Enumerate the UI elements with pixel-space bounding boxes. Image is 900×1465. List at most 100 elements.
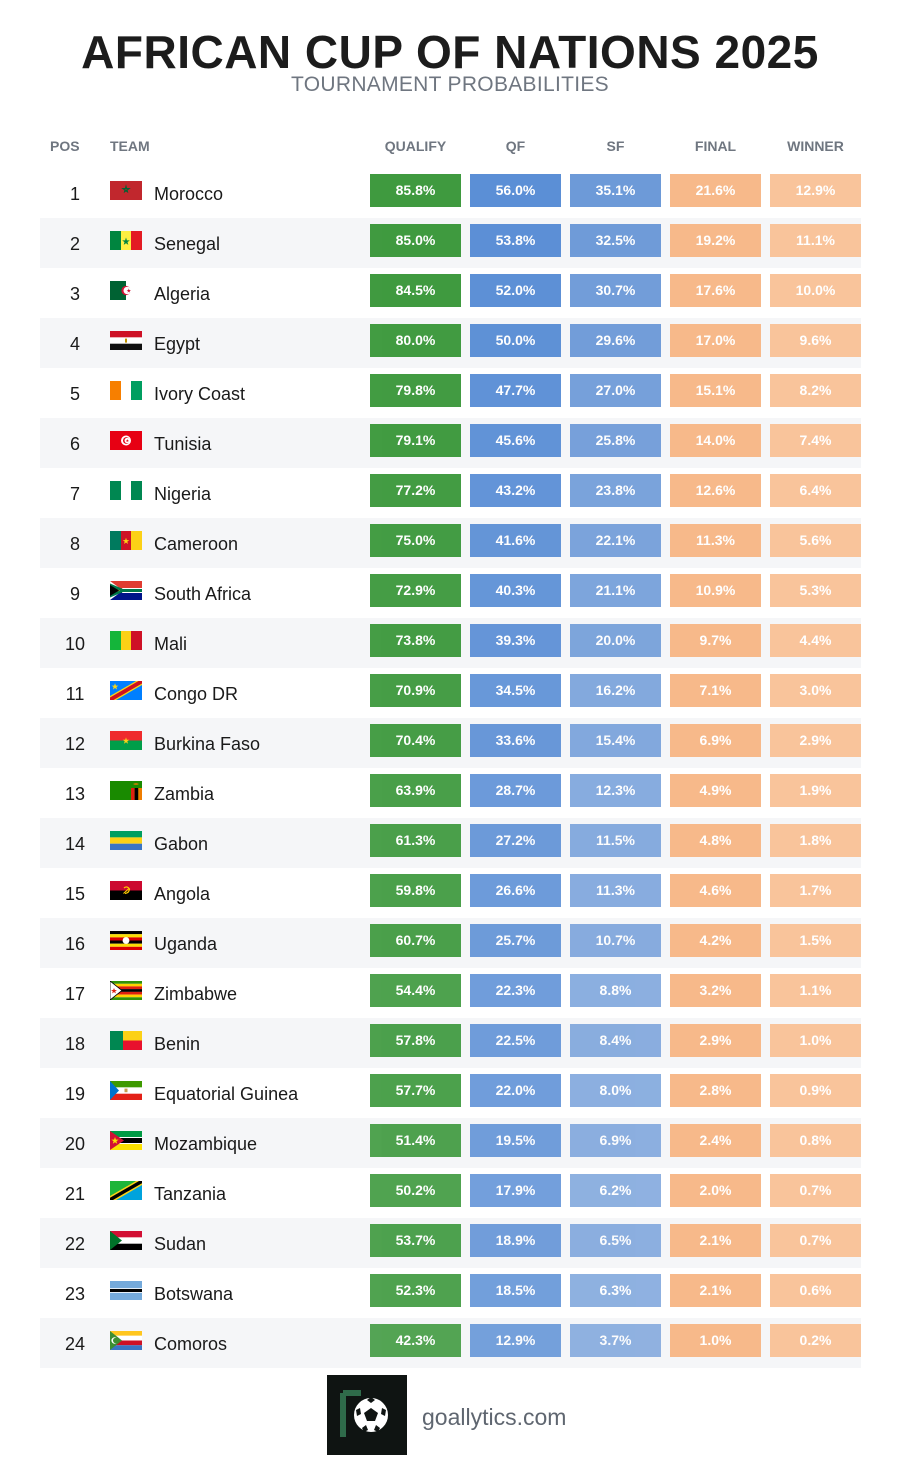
team-position: 24 — [64, 1334, 86, 1354]
mali-flag-icon — [110, 631, 142, 650]
winner-probability-cell: 1.8% — [770, 824, 861, 857]
sf-probability-cell: 22.1% — [570, 524, 661, 557]
qf-probability-cell: 47.7% — [470, 374, 561, 407]
final-probability-cell: 3.2% — [670, 974, 761, 1007]
winner-probability-cell: 2.9% — [770, 724, 861, 757]
qualify-probability-cell: 52.3% — [370, 1274, 461, 1307]
sf-probability-cell: 29.6% — [570, 324, 661, 357]
qualify-probability-cell: 57.8% — [370, 1024, 461, 1057]
qf-probability-cell: 22.0% — [470, 1074, 561, 1107]
team-name: South Africa — [154, 584, 252, 604]
final-probability-cell: 2.9% — [670, 1024, 761, 1057]
sf-probability-cell: 6.2% — [570, 1174, 661, 1207]
team-position: 23 — [64, 1284, 86, 1304]
winner-probability-cell: 0.7% — [770, 1224, 861, 1257]
final-probability-cell: 6.9% — [670, 724, 761, 757]
sf-probability-cell: 12.3% — [570, 774, 661, 807]
table-row: 15 Angola 59.8% 26.6% 11.3% 4.6% 1.7% — [40, 868, 861, 918]
header-qf: QF — [505, 138, 526, 154]
qf-probability-cell: 39.3% — [470, 624, 561, 657]
winner-probability-cell: 5.3% — [770, 574, 861, 607]
sf-probability-cell: 32.5% — [570, 224, 661, 257]
egypt-flag-icon — [110, 331, 142, 350]
team-position: 14 — [64, 834, 86, 854]
winner-probability-cell: 0.9% — [770, 1074, 861, 1107]
final-probability-cell: 2.1% — [670, 1224, 761, 1257]
table-row: 20 Mozambique 51.4% 19.5% 6.9% 2.4% 0.8% — [40, 1118, 861, 1168]
table-row: 5 Ivory Coast 79.8% 47.7% 27.0% 15.1% 8.2% — [40, 368, 861, 418]
qualify-probability-cell: 85.8% — [370, 174, 461, 207]
qualify-probability-cell: 61.3% — [370, 824, 461, 857]
angola-flag-icon — [110, 881, 142, 900]
qualify-probability-cell: 60.7% — [370, 924, 461, 957]
team-name: Cameroon — [154, 534, 239, 554]
qf-probability-cell: 26.6% — [470, 874, 561, 907]
qualify-probability-cell: 80.0% — [370, 324, 461, 357]
qf-probability-cell: 34.5% — [470, 674, 561, 707]
team-name: Angola — [154, 884, 211, 904]
final-probability-cell: 2.1% — [670, 1274, 761, 1307]
team-position: 20 — [64, 1134, 86, 1154]
qf-probability-cell: 18.5% — [470, 1274, 561, 1307]
qualify-probability-cell: 72.9% — [370, 574, 461, 607]
qf-probability-cell: 25.7% — [470, 924, 561, 957]
sf-probability-cell: 21.1% — [570, 574, 661, 607]
qf-probability-cell: 22.5% — [470, 1024, 561, 1057]
team-position: 12 — [64, 734, 86, 754]
team-position: 19 — [64, 1084, 86, 1104]
footer-site-link[interactable]: goallytics.com — [422, 1404, 567, 1430]
sf-probability-cell: 16.2% — [570, 674, 661, 707]
team-position: 6 — [69, 434, 80, 454]
qf-probability-cell: 19.5% — [470, 1124, 561, 1157]
qf-probability-cell: 27.2% — [470, 824, 561, 857]
table-row: 23 Botswana 52.3% 18.5% 6.3% 2.1% 0.6% — [40, 1268, 861, 1318]
qf-probability-cell: 50.0% — [470, 324, 561, 357]
football-logo-icon — [327, 1375, 407, 1455]
qualify-probability-cell: 70.4% — [370, 724, 461, 757]
team-name: Nigeria — [154, 484, 212, 504]
table-row: 24 Comoros 42.3% 12.9% 3.7% 1.0% 0.2% — [40, 1318, 861, 1368]
team-position: 15 — [64, 884, 86, 904]
comoros-flag-icon — [110, 1331, 142, 1350]
team-position: 13 — [64, 784, 86, 804]
winner-probability-cell: 10.0% — [770, 274, 861, 307]
sf-probability-cell: 8.4% — [570, 1024, 661, 1057]
probability-table: 1 Morocco 85.8% 56.0% 35.1% 21.6% 12.9% 2 Senega… — [40, 168, 861, 1368]
team-position: 11 — [65, 684, 85, 704]
table-row: 8 Cameroon 75.0% 41.6% 22.1% 11.3% 5.6% — [40, 518, 861, 568]
team-name: Botswana — [154, 1284, 234, 1304]
winner-probability-cell: 0.7% — [770, 1174, 861, 1207]
winner-probability-cell: 1.0% — [770, 1024, 861, 1057]
winner-probability-cell: 12.9% — [770, 174, 861, 207]
final-probability-cell: 10.9% — [670, 574, 761, 607]
team-name: Benin — [154, 1034, 201, 1054]
header-team: TEAM — [110, 138, 150, 154]
qf-probability-cell: 28.7% — [470, 774, 561, 807]
sf-probability-cell: 23.8% — [570, 474, 661, 507]
cameroon-flag-icon — [110, 531, 142, 550]
team-position: 17 — [64, 984, 86, 1004]
header-final: FINAL — [694, 138, 737, 154]
uganda-flag-icon — [110, 931, 142, 950]
algeria-flag-icon — [110, 281, 142, 300]
table-row: 21 Tanzania 50.2% 17.9% 6.2% 2.0% 0.7% — [40, 1168, 861, 1218]
nigeria-flag-icon — [110, 481, 142, 500]
qualify-probability-cell: 75.0% — [370, 524, 461, 557]
qualify-probability-cell: 50.2% — [370, 1174, 461, 1207]
qualify-probability-cell: 77.2% — [370, 474, 461, 507]
final-probability-cell: 4.9% — [670, 774, 761, 807]
qualify-probability-cell: 63.9% — [370, 774, 461, 807]
final-probability-cell: 9.7% — [670, 624, 761, 657]
team-name: Ivory Coast — [154, 384, 246, 404]
final-probability-cell: 2.8% — [670, 1074, 761, 1107]
qf-probability-cell: 33.6% — [470, 724, 561, 757]
sf-probability-cell: 35.1% — [570, 174, 661, 207]
final-probability-cell: 17.6% — [670, 274, 761, 307]
qf-probability-cell: 40.3% — [470, 574, 561, 607]
burkina-faso-flag-icon — [110, 731, 142, 750]
equatorial-guinea-flag-icon — [110, 1081, 142, 1100]
tanzania-flag-icon — [110, 1181, 142, 1200]
table-row: 18 Benin 57.8% 22.5% 8.4% 2.9% 1.0% — [40, 1018, 861, 1068]
qf-probability-cell: 18.9% — [470, 1224, 561, 1257]
final-probability-cell: 4.8% — [670, 824, 761, 857]
